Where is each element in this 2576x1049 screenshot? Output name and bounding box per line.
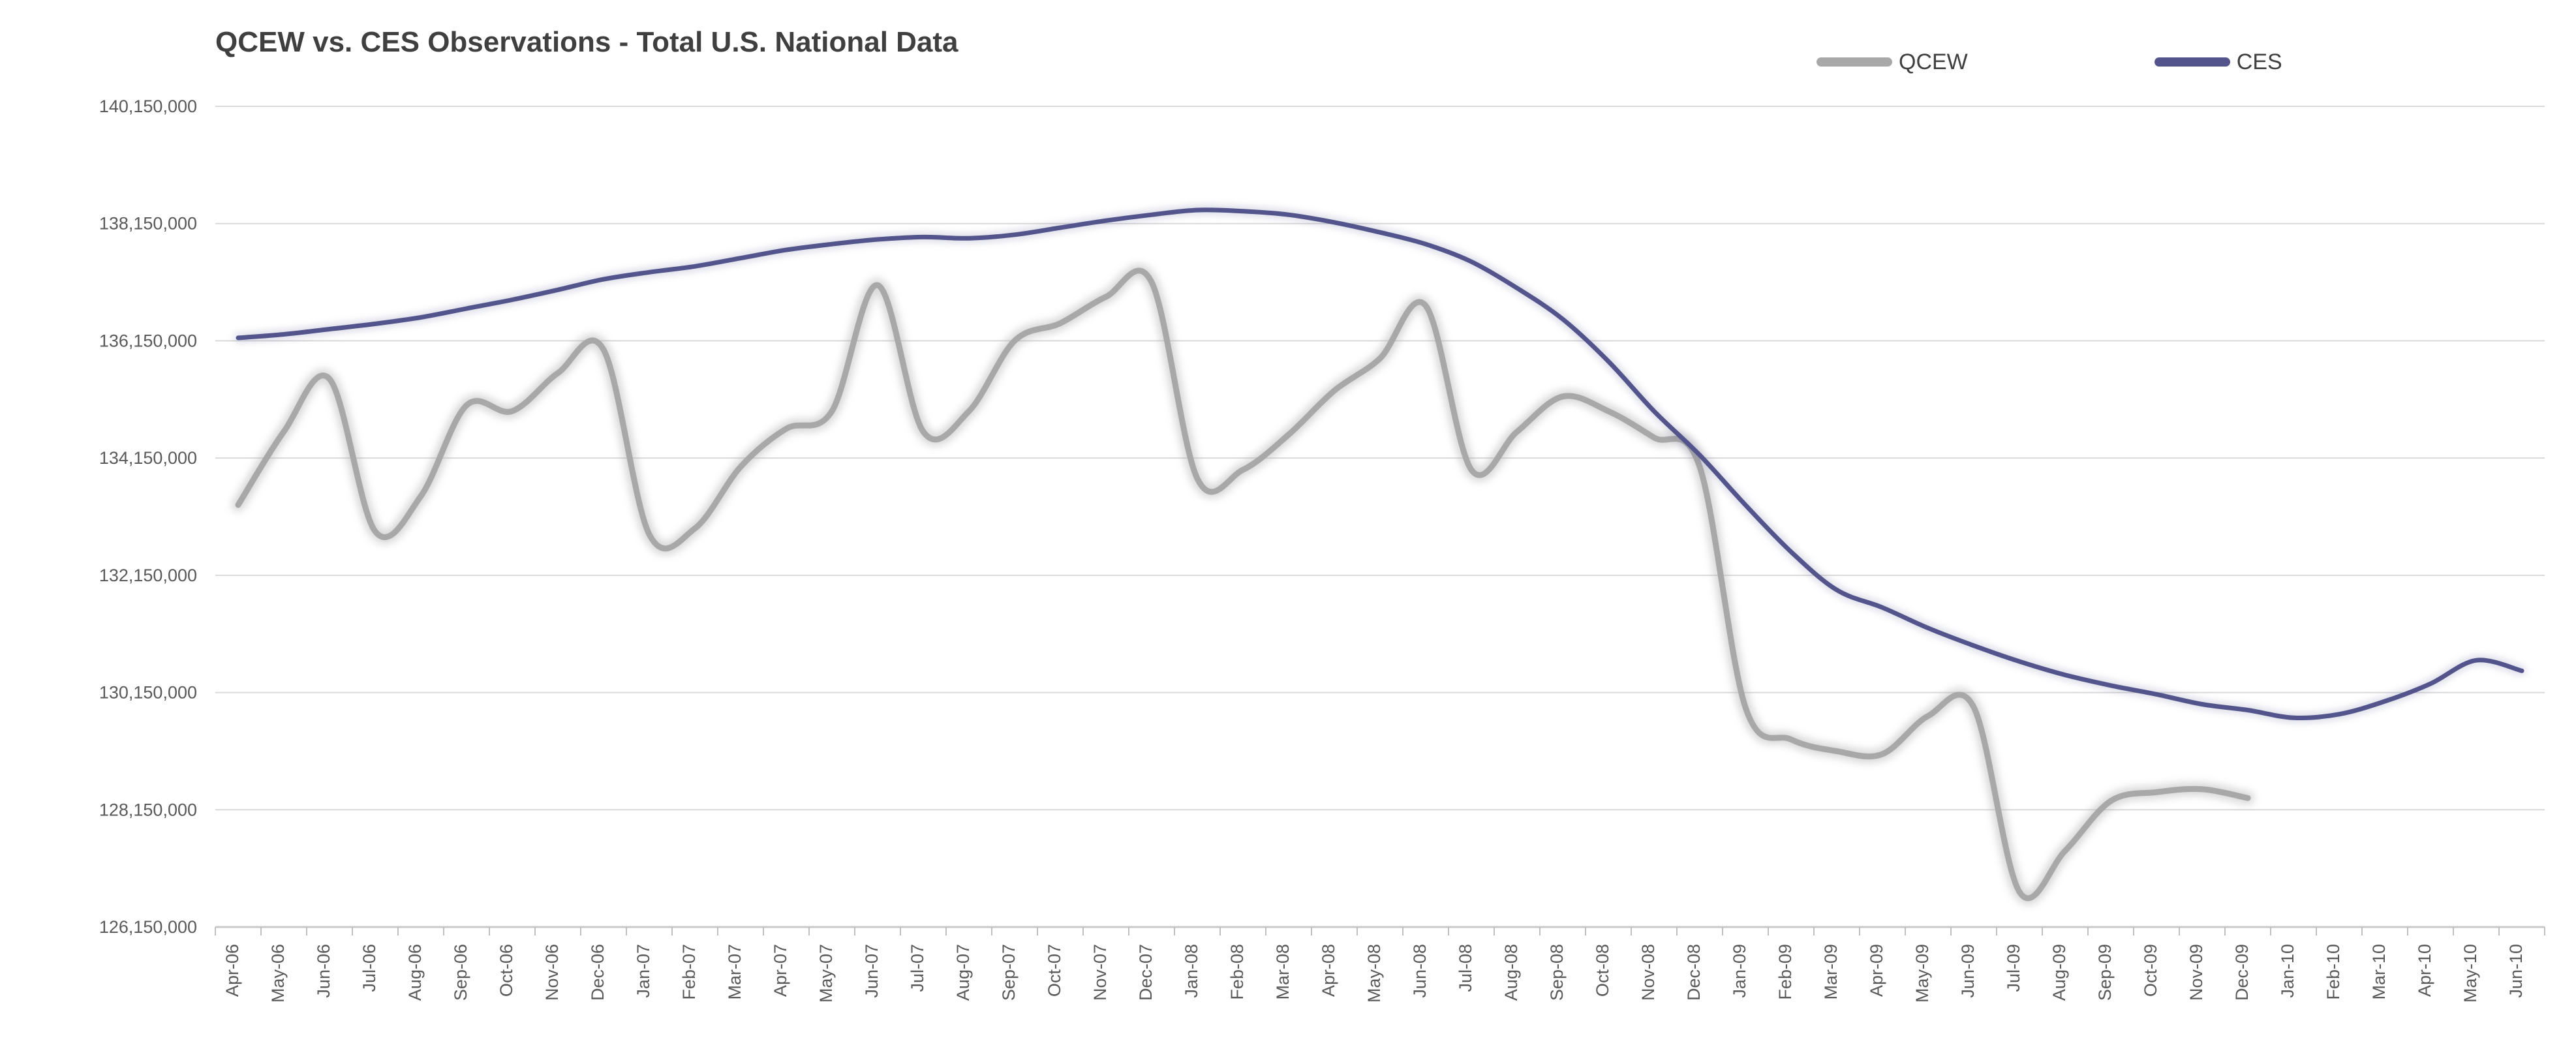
x-tick-label: Jun-06 (314, 944, 333, 998)
x-tick-label: Jul-06 (360, 944, 379, 992)
x-tick-label: Dec-07 (1136, 944, 1156, 1001)
x-axis-labels: Apr-06 May-06 Jun-06 Jul-06 Aug-06 Sep-06 Oct-… (222, 944, 2526, 1003)
series-qcew-line (232, 264, 2254, 905)
x-tick-label: Jan-10 (2278, 944, 2297, 998)
x-tick-label: Jan-07 (634, 944, 653, 998)
x-tick-label: Apr-06 (222, 944, 242, 997)
x-tick-label: Oct-08 (1593, 944, 1612, 997)
x-tick-label: Sep-08 (1547, 944, 1567, 1001)
x-tick-label: Dec-06 (588, 944, 607, 1001)
x-tick-label: Jun-08 (1410, 944, 1430, 998)
x-tick-label: Oct-09 (2141, 944, 2160, 997)
chart-legend: QCEW CES (1817, 46, 2534, 78)
x-tick-label: May-07 (816, 944, 836, 1003)
x-tick-label: Jul-09 (2004, 944, 2023, 992)
x-tick-label: Mar-09 (1821, 944, 1841, 1000)
x-tick-label: Sep-06 (451, 944, 470, 1001)
x-tick-label: Jun-09 (1958, 944, 1978, 998)
x-tick-label: Aug-08 (1501, 944, 1521, 1001)
x-tick-label: Jan-09 (1730, 944, 1749, 998)
legend-item-qcew: QCEW (1817, 50, 1968, 75)
x-tick-label: Apr-07 (771, 944, 790, 997)
x-tick-label: Nov-09 (2186, 944, 2206, 1001)
x-tick-label: May-06 (268, 944, 288, 1003)
series-ces-line (234, 205, 2526, 722)
y-tick-label: 140,150,000 (99, 97, 197, 116)
x-tick-label: Jul-07 (908, 944, 927, 992)
qcew-line-swatch-icon (1817, 57, 1892, 67)
y-tick-label: 132,150,000 (99, 566, 197, 585)
x-tick-label: Feb-09 (1775, 944, 1795, 1000)
y-tick-label: 126,150,000 (99, 917, 197, 937)
x-tick-label: Mar-10 (2369, 944, 2389, 1000)
x-axis-ticks (215, 927, 2545, 935)
y-tick-label: 138,150,000 (99, 214, 197, 234)
x-tick-label: Oct-07 (1045, 944, 1064, 997)
x-tick-label: Feb-10 (2323, 944, 2343, 1000)
x-tick-label: Feb-08 (1227, 944, 1247, 1000)
x-tick-label: Oct-06 (497, 944, 516, 997)
x-tick-label: Nov-07 (1090, 944, 1110, 1001)
x-tick-label: Apr-09 (1867, 944, 1886, 997)
qcew-line-glow (232, 264, 2254, 905)
ces-line-path (236, 207, 2524, 720)
x-tick-label: May-09 (1912, 944, 1932, 1003)
x-tick-label: Sep-09 (2095, 944, 2115, 1001)
chart-title: QCEW vs. CES Observations - Total U.S. N… (215, 26, 958, 58)
x-tick-label: Feb-07 (679, 944, 699, 1000)
qcew-line-path (235, 267, 2251, 902)
x-tick-label: Dec-09 (2232, 944, 2252, 1001)
x-tick-label: Nov-06 (542, 944, 562, 1001)
y-tick-label: 134,150,000 (99, 448, 197, 468)
legend-item-ces: CES (2154, 50, 2282, 75)
x-tick-label: Sep-07 (999, 944, 1019, 1001)
x-tick-label: Aug-09 (2049, 944, 2069, 1001)
x-tick-label: Nov-08 (1638, 944, 1658, 1001)
x-tick-label: Mar-07 (725, 944, 744, 1000)
y-tick-label: 136,150,000 (99, 331, 197, 350)
x-tick-label: Aug-06 (405, 944, 425, 1001)
y-axis-labels: 140,150,000 138,150,000 136,150,000 134,150… (99, 97, 197, 937)
x-tick-label: Apr-08 (1319, 944, 1338, 997)
y-tick-label: 130,150,000 (99, 683, 197, 703)
x-tick-label: Jun-07 (862, 944, 882, 998)
x-tick-label: Mar-08 (1273, 944, 1293, 1000)
y-tick-label: 128,150,000 (99, 800, 197, 819)
x-tick-label: Apr-10 (2415, 944, 2434, 997)
legend-label-qcew: QCEW (1899, 49, 1968, 74)
x-tick-label: Jun-10 (2506, 944, 2526, 998)
x-tick-label: Dec-08 (1684, 944, 1704, 1001)
x-tick-label: Aug-07 (953, 944, 973, 1001)
x-tick-label: May-10 (2461, 944, 2480, 1003)
x-tick-label: Jan-08 (1182, 944, 1201, 998)
x-tick-label: Jul-08 (1456, 944, 1475, 992)
ces-line-swatch-icon (2154, 57, 2230, 67)
x-tick-label: May-08 (1364, 944, 1384, 1003)
legend-label-ces: CES (2236, 49, 2282, 74)
